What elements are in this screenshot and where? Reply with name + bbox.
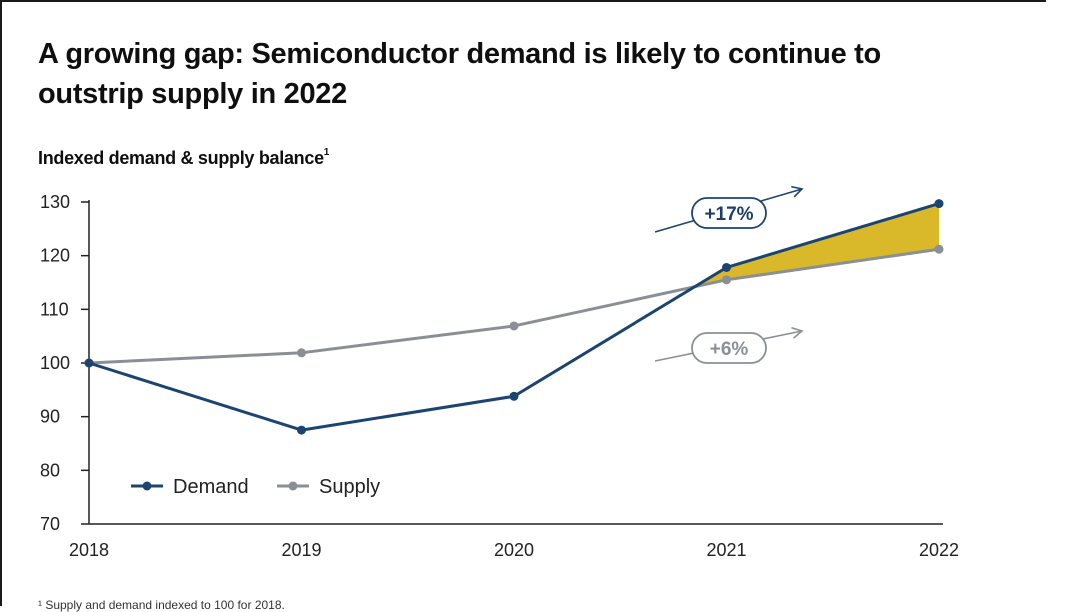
annotation-badge-supply xyxy=(691,332,767,364)
legend: Demand Supply xyxy=(131,476,380,498)
y-tick-label-110: 110 xyxy=(40,299,69,319)
legend-item-demand: Demand xyxy=(131,476,249,498)
point-supply-2021 xyxy=(722,275,731,285)
arrow-up-right-icon xyxy=(791,326,804,339)
point-demand-2021 xyxy=(722,262,731,272)
footnote-marker: 1 xyxy=(323,147,330,158)
chart-subtitle: Indexed demand & supply balance1 xyxy=(38,147,330,169)
annotation-badge-demand xyxy=(691,197,767,229)
y-tick-label-130: 130 xyxy=(40,192,70,212)
x-tick-label-2021: 2021 xyxy=(706,540,746,560)
gap-layer xyxy=(694,203,939,287)
annotation-layer: +17% +6% xyxy=(654,185,804,364)
point-supply-2020 xyxy=(509,321,519,331)
y-tick-label-100: 100 xyxy=(40,353,70,373)
legend-swatch-dot-supply xyxy=(288,481,298,491)
series-line-supply xyxy=(88,247,940,365)
x-tick-label-2022: 2022 xyxy=(919,540,959,560)
gap-area xyxy=(694,203,939,287)
annotation-label-demand: +17% xyxy=(704,204,753,225)
point-demand-2018 xyxy=(84,358,94,368)
legend-label-supply: Supply xyxy=(319,476,380,498)
y-tick-label-80: 80 xyxy=(40,460,60,480)
arrow-up-right-icon xyxy=(791,185,804,198)
frame-border-top xyxy=(0,0,1046,2)
point-demand-2019 xyxy=(297,425,306,435)
footnote: ¹ Supply and demand indexed to 100 for 2… xyxy=(38,598,285,612)
x-tick-label-2019: 2019 xyxy=(281,540,321,560)
x-tick-label-2020: 2020 xyxy=(494,540,534,560)
point-supply-2022 xyxy=(934,244,944,254)
series-layer xyxy=(84,199,944,435)
chart-subtitle-text: Indexed demand & supply balance xyxy=(38,148,324,168)
y-tick-label-120: 120 xyxy=(40,246,70,266)
legend-swatch-dot-demand xyxy=(142,481,152,491)
legend-item-supply: Supply xyxy=(277,476,380,498)
annotation-label-supply: +6% xyxy=(710,339,749,360)
legend-label-demand: Demand xyxy=(173,476,249,498)
x-tick-label-2018: 2018 xyxy=(69,540,109,560)
point-demand-2022 xyxy=(934,199,944,209)
point-supply-2019 xyxy=(297,348,306,358)
y-tick-label-70: 70 xyxy=(40,514,60,534)
point-demand-2020 xyxy=(509,391,519,401)
chart-title: A growing gap: Semiconductor demand is l… xyxy=(38,38,881,110)
frame-border-left xyxy=(0,0,2,606)
y-tick-label-90: 90 xyxy=(40,407,60,427)
